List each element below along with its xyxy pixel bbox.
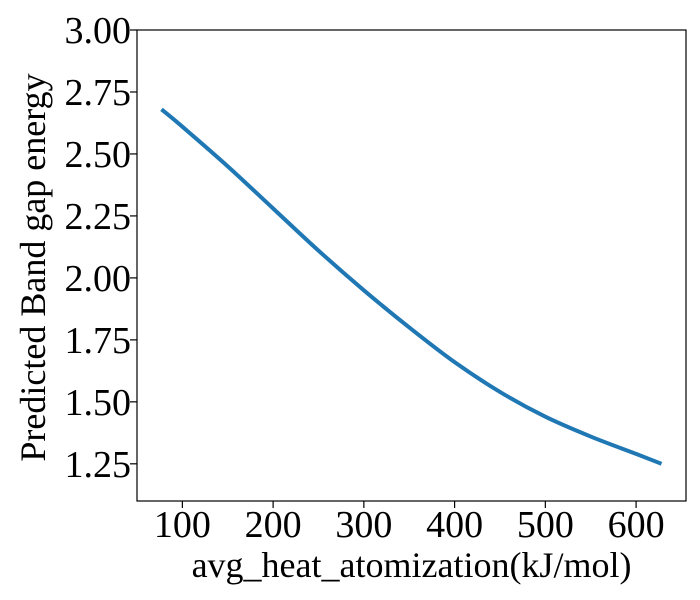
series-line bbox=[160, 107, 663, 466]
y-tick-label: 1.75 bbox=[65, 320, 132, 362]
y-tick-label: 1.50 bbox=[65, 382, 132, 424]
x-tick-label: 500 bbox=[517, 504, 574, 546]
x-tick-label: 400 bbox=[426, 504, 483, 546]
x-axis-label: avg_heat_atomization(kJ/mol) bbox=[192, 545, 632, 585]
y-tick-label: 1.25 bbox=[65, 444, 132, 486]
x-tick-label: 100 bbox=[154, 504, 211, 546]
y-tick-label: 2.50 bbox=[65, 134, 132, 176]
y-tick-label: 3.00 bbox=[65, 10, 132, 52]
x-tick-label: 600 bbox=[608, 504, 665, 546]
y-tick-label: 2.25 bbox=[65, 196, 132, 238]
x-axis-ticks: 100 200 300 400 500 600 bbox=[154, 501, 665, 546]
x-tick-label: 300 bbox=[335, 504, 392, 546]
x-tick-label: 200 bbox=[245, 504, 302, 546]
y-tick-label: 2.75 bbox=[65, 72, 132, 114]
series-layer bbox=[160, 107, 663, 466]
y-tick-label: 2.00 bbox=[65, 258, 132, 300]
y-axis-ticks: 1.25 1.50 1.75 2.00 2.25 2.50 2.75 3.00 bbox=[65, 10, 137, 486]
plot-frame bbox=[136, 29, 687, 502]
y-axis-label: Predicted Band gap energy bbox=[13, 73, 53, 461]
